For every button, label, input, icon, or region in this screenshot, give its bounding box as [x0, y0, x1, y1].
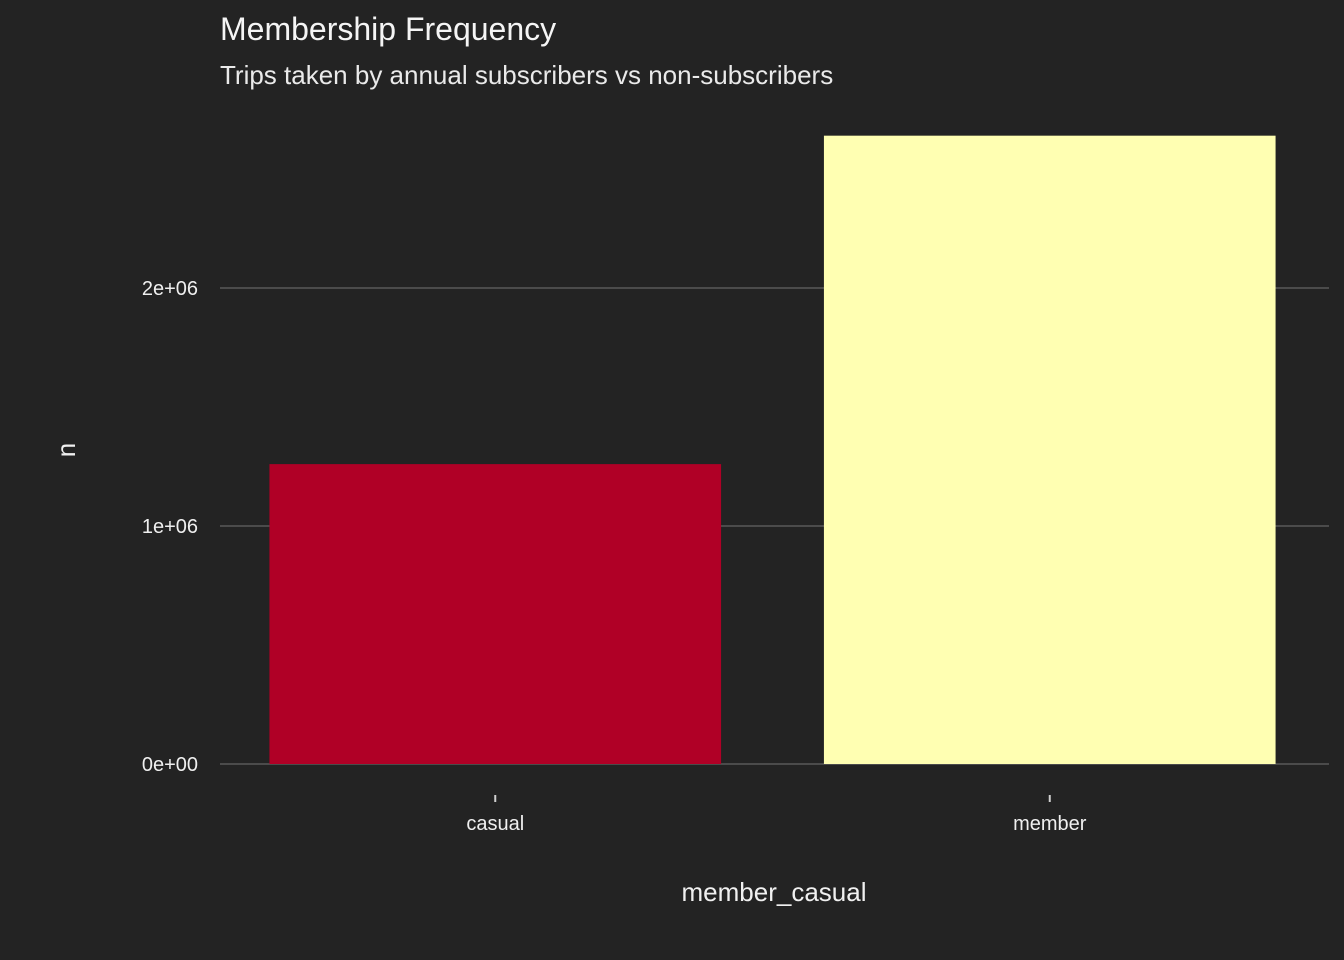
y-tick-label: 0e+00	[142, 754, 198, 776]
bar-casual	[269, 464, 722, 764]
y-tick-label: 2e+06	[142, 278, 198, 300]
y-axis-title: n	[51, 443, 81, 457]
x-tick-label-casual: casual	[466, 813, 524, 835]
x-axis-ticks: casual member	[466, 795, 1087, 835]
bars	[269, 135, 1276, 764]
y-tick-label: 1e+06	[142, 516, 198, 538]
bar-member	[823, 135, 1276, 764]
y-axis-ticks: 0e+00 1e+06 2e+06	[142, 278, 198, 776]
chart-subtitle: Trips taken by annual subscribers vs non…	[220, 60, 833, 90]
x-tick-label-member: member	[1013, 813, 1087, 835]
chart-title: Membership Frequency	[220, 11, 556, 47]
x-axis-title: member_casual	[682, 877, 867, 907]
